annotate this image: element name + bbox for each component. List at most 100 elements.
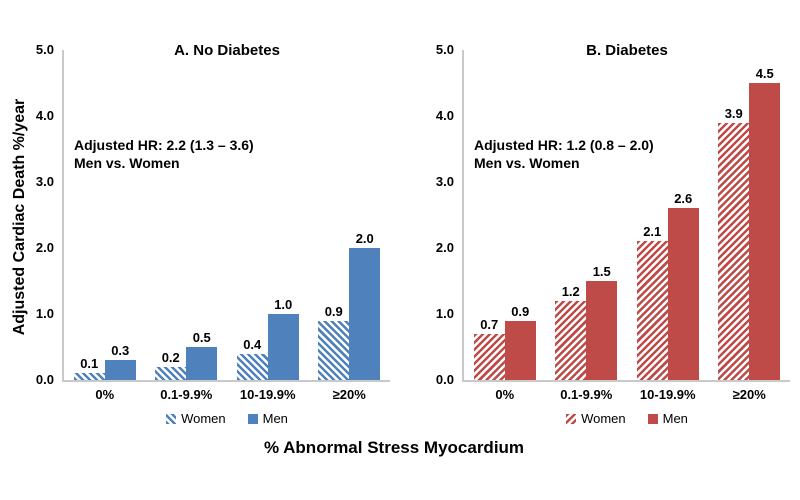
plot-row: 5.0 4.0 3.0 2.0 1.0 0.0 A. No Diabetes Adjust… [28, 42, 390, 387]
legend-item-women: Women [566, 411, 626, 426]
bar-value-label: 2.6 [674, 191, 693, 207]
y-tick-label: 1.0 [35, 306, 54, 321]
bar-value-label: 0.7 [480, 316, 499, 332]
bar-value-label: 0.9 [511, 303, 530, 319]
y-tick-label: 2.0 [35, 240, 54, 255]
bar-column: 0.9 [318, 303, 350, 380]
category-label: 10-19.9% [639, 387, 696, 402]
legend: Women Men [464, 411, 790, 426]
y-axis-ticks: 5.0 4.0 3.0 2.0 1.0 0.0 [428, 42, 462, 387]
bar-men [267, 314, 299, 380]
y-tick-label: 0.0 [35, 372, 54, 387]
bar-men [504, 320, 536, 380]
bar-value-label: 0.1 [80, 356, 99, 372]
y-tick-label: 5.0 [35, 42, 54, 57]
bar-group: 0.2 0.5 [155, 330, 218, 380]
bar-column: 2.6 [667, 191, 699, 380]
legend: Women Men [64, 411, 390, 426]
bar-value-label: 0.4 [243, 336, 262, 352]
bar-value-label: 1.0 [274, 297, 293, 312]
category-label: 0.1-9.9% [560, 387, 613, 402]
hr-annotation-line1: Adjusted HR: 2.2 (1.3 – 3.6) [74, 137, 254, 153]
bar-column: 0.2 [155, 349, 187, 380]
bar-value-label: 2.0 [355, 231, 374, 246]
bar-men [349, 248, 381, 380]
bar-men [667, 208, 699, 380]
bar-column: 2.1 [636, 224, 668, 380]
hr-annotation: Adjusted HR: 1.2 (0.8 – 2.0) Men vs. Wom… [474, 136, 654, 172]
men-solid-swatch [647, 413, 658, 424]
bar-group: 1.2 1.5 [555, 264, 618, 380]
bar-column: 1.0 [267, 297, 299, 380]
women-hatched-swatch [166, 413, 177, 424]
category-label: ≥20% [332, 387, 366, 402]
bar-value-label: 0.3 [111, 343, 130, 359]
legend-label-men: Men [262, 411, 288, 426]
legend-label-women: Women [581, 411, 626, 426]
bar-women [473, 333, 505, 380]
bar-women [636, 241, 668, 380]
y-tick-label: 4.0 [435, 108, 454, 123]
bar-men [586, 281, 618, 380]
bar-column: 2.0 [349, 231, 381, 380]
bar-column: 3.9 [718, 105, 750, 380]
y-tick-label: 2.0 [435, 240, 454, 255]
men-solid-swatch [247, 413, 258, 424]
bar-column: 0.7 [473, 316, 505, 380]
bar-group: 0.1 0.3 [73, 343, 136, 380]
bar-column: 0.1 [73, 356, 105, 380]
bar-value-label: 2.1 [643, 224, 662, 240]
legend-item-men: Men [647, 411, 688, 426]
hr-annotation: Adjusted HR: 2.2 (1.3 – 3.6) Men vs. Wom… [74, 136, 254, 172]
bar-women [155, 366, 187, 380]
bar-value-label: 1.2 [561, 283, 580, 299]
panel-title: B. Diabetes [586, 42, 668, 59]
bar-column: 1.5 [586, 264, 618, 380]
y-axis-title: Adjusted Cardiac Death %/year [11, 98, 28, 336]
plot-area: A. No Diabetes Adjusted HR: 2.2 (1.3 – 3… [62, 42, 390, 382]
bar-women [318, 320, 350, 380]
bar-women [555, 300, 587, 380]
hr-annotation-line2: Men vs. Women [474, 155, 580, 171]
category-labels: 0% 0.1-9.9% 10-19.9% ≥20% [64, 387, 390, 402]
category-label: 0.1-9.9% [160, 387, 213, 402]
bar-column: 0.3 [104, 343, 136, 380]
bar-column: 1.2 [555, 283, 587, 380]
category-labels: 0% 0.1-9.9% 10-19.9% ≥20% [464, 387, 790, 402]
legend-item-men: Men [247, 411, 288, 426]
bar-men [749, 83, 781, 380]
panel-title: A. No Diabetes [174, 42, 280, 59]
y-axis-ticks: 5.0 4.0 3.0 2.0 1.0 0.0 [28, 42, 62, 387]
category-label: 10-19.9% [239, 387, 296, 402]
bar-men [186, 347, 218, 380]
bar-column: 4.5 [749, 66, 781, 380]
plot-area: B. Diabetes Adjusted HR: 1.2 (0.8 – 2.0)… [462, 42, 790, 382]
y-tick-label: 4.0 [35, 108, 54, 123]
y-tick-label: 5.0 [435, 42, 454, 57]
bar-value-label: 0.5 [192, 330, 211, 345]
panel-b-diabetes: 5.0 4.0 3.0 2.0 1.0 0.0 B. Diabetes Adjusted … [428, 42, 790, 426]
category-label: 0% [95, 387, 115, 402]
bars: 0.1 0.3 0.2 0.5 0.4 1.0 0.9 2.0 [64, 50, 390, 380]
legend-label-women: Women [181, 411, 226, 426]
women-hatched-swatch [566, 413, 577, 424]
bar-value-label: 3.9 [724, 105, 743, 121]
bar-group: 2.1 2.6 [636, 191, 699, 380]
category-label: ≥20% [732, 387, 766, 402]
bar-value-label: 0.2 [161, 349, 180, 365]
bar-group: 0.9 2.0 [318, 231, 381, 380]
hr-annotation-line1: Adjusted HR: 1.2 (0.8 – 2.0) [474, 137, 654, 153]
bar-column: 0.5 [186, 330, 218, 380]
y-tick-label: 3.0 [35, 174, 54, 189]
bars: 0.7 0.9 1.2 1.5 2.1 2.6 3.9 4.5 [464, 50, 790, 380]
y-tick-label: 0.0 [435, 372, 454, 387]
hr-annotation-line2: Men vs. Women [74, 155, 180, 171]
bar-column: 0.9 [504, 303, 536, 380]
category-label: 0% [495, 387, 515, 402]
bar-value-label: 0.9 [324, 303, 343, 319]
x-axis-title: % Abnormal Stress Myocardium [263, 438, 525, 457]
legend-label-men: Men [662, 411, 688, 426]
bar-group: 3.9 4.5 [718, 66, 781, 380]
bar-women [73, 373, 105, 380]
